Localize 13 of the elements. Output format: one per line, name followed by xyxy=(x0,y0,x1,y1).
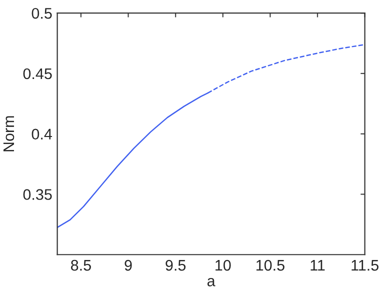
x-tick-label: 9.5 xyxy=(166,260,186,271)
y-tick-label: 0.5 xyxy=(32,8,52,19)
x-tick-label: 8.5 xyxy=(71,260,91,271)
y-tick-label: 0.45 xyxy=(23,68,52,80)
x-tick-label: 10 xyxy=(216,260,231,271)
x-tick-label: 10.5 xyxy=(256,260,284,271)
x-axis-title: a xyxy=(207,278,216,286)
y-tick-label: 0.4 xyxy=(32,128,52,140)
y-axis-title: Norm xyxy=(3,116,14,152)
x-tick-label: 11.5 xyxy=(352,260,378,271)
x-tick-label: 9 xyxy=(124,260,132,271)
x-tick-label: 11 xyxy=(310,260,325,271)
y-tick-label: 0.35 xyxy=(23,189,52,200)
